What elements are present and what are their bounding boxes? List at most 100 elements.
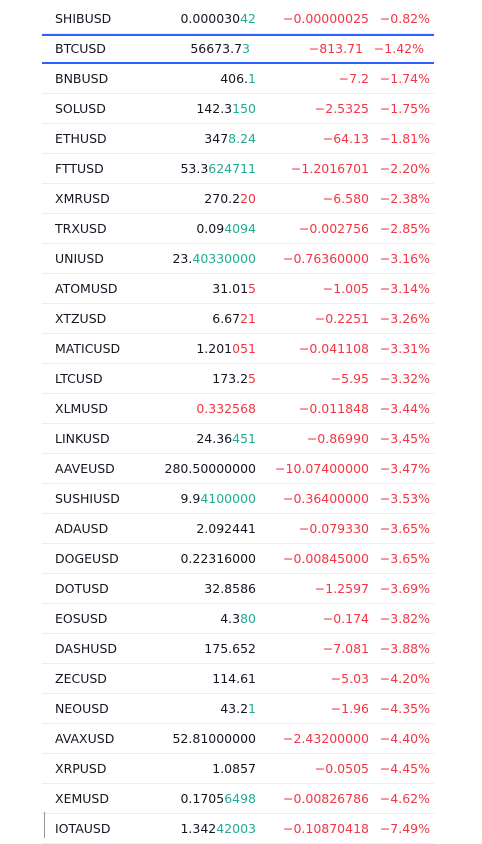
change-percent: −1.74% bbox=[379, 71, 430, 86]
change-percent: −3.14% bbox=[379, 281, 430, 296]
watchlist-row[interactable]: ETHUSD 3478.24 −64.13 −1.81% bbox=[0, 124, 482, 154]
price-part: 20 bbox=[240, 191, 256, 206]
symbol: XMRUSD bbox=[55, 191, 110, 206]
watchlist-row[interactable]: XRPUSD 1.0857 −0.0505 −4.45% bbox=[0, 754, 482, 784]
last-price: 0.332568 bbox=[196, 394, 256, 424]
last-price: 1.201051 bbox=[196, 334, 256, 364]
change-percent: −4.40% bbox=[379, 731, 430, 746]
symbol: NEOUSD bbox=[55, 701, 109, 716]
symbol: LTCUSD bbox=[55, 371, 103, 386]
last-price: 43.21 bbox=[220, 694, 256, 724]
symbol: ADAUSD bbox=[55, 521, 109, 536]
watchlist-row[interactable]: EOSUSD 4.380 −0.174 −3.82% bbox=[0, 604, 482, 634]
watchlist-row[interactable]: TRXUSD 0.094094 −0.002756 −2.85% bbox=[0, 214, 482, 244]
watchlist-row[interactable]: BTCUSD 56673.73 −813.71 −1.42% bbox=[42, 34, 434, 64]
watchlist-row[interactable]: AAVEUSD 280.50000000 −10.07400000 −3.47% bbox=[0, 454, 482, 484]
symbol: BTCUSD bbox=[55, 41, 106, 56]
change: −7.2 bbox=[338, 71, 369, 86]
price-part: 3 bbox=[242, 41, 250, 56]
watchlist-row[interactable]: UNIUSD 23.40330000 −0.76360000 −3.16% bbox=[0, 244, 482, 274]
watchlist-row[interactable]: AVAXUSD 52.81000000 −2.43200000 −4.40% bbox=[0, 724, 482, 754]
symbol: IOTAUSD bbox=[55, 821, 111, 836]
change: −2.5325 bbox=[314, 101, 369, 116]
watchlist-row[interactable]: LINKUSD 24.36451 −0.86990 −3.45% bbox=[0, 424, 482, 454]
symbol: ATOMUSD bbox=[55, 281, 118, 296]
change: −0.2251 bbox=[314, 311, 369, 326]
price-part: 1 bbox=[248, 71, 256, 86]
symbol: ETHUSD bbox=[55, 131, 107, 146]
change-percent: −3.69% bbox=[379, 581, 430, 596]
price-part: 406. bbox=[220, 71, 249, 86]
watchlist-row[interactable]: XMRUSD 270.220 −6.580 −2.38% bbox=[0, 184, 482, 214]
symbol: XRPUSD bbox=[55, 761, 107, 776]
change: −2.43200000 bbox=[282, 731, 369, 746]
last-price: 270.220 bbox=[204, 184, 256, 214]
change: −7.081 bbox=[322, 641, 369, 656]
symbol: SOLUSD bbox=[55, 101, 106, 116]
change-percent: −0.82% bbox=[379, 11, 430, 26]
watchlist-row[interactable]: NEOUSD 43.21 −1.96 −4.35% bbox=[0, 694, 482, 724]
price-part: 150 bbox=[232, 101, 256, 116]
change-percent: −1.75% bbox=[379, 101, 430, 116]
watchlist-row[interactable]: BNBUSD 406.1 −7.2 −1.74% bbox=[0, 64, 482, 94]
last-price: 32.8586 bbox=[204, 574, 256, 604]
watchlist-row[interactable]: SUSHIUSD 9.94100000 −0.36400000 −3.53% bbox=[0, 484, 482, 514]
change: −0.002756 bbox=[298, 221, 369, 236]
symbol: UNIUSD bbox=[55, 251, 104, 266]
change-percent: −1.42% bbox=[373, 41, 424, 56]
price-part: 624711 bbox=[208, 161, 256, 176]
last-price: 1.34242003 bbox=[180, 814, 256, 844]
symbol: LINKUSD bbox=[55, 431, 110, 446]
price-part: 1 bbox=[248, 701, 256, 716]
last-price: 406.1 bbox=[220, 64, 256, 94]
price-part: 5 bbox=[248, 281, 256, 296]
symbol: BNBUSD bbox=[55, 71, 109, 86]
change: −5.95 bbox=[330, 371, 369, 386]
price-part: 23. bbox=[172, 251, 193, 266]
last-price: 173.25 bbox=[212, 364, 256, 394]
price-part: 24.36 bbox=[196, 431, 233, 446]
last-price: 4.380 bbox=[220, 604, 256, 634]
last-price: 53.3624711 bbox=[180, 154, 256, 184]
price-part: 4100000 bbox=[200, 491, 256, 506]
change: −1.2597 bbox=[314, 581, 369, 596]
watchlist-row[interactable]: ATOMUSD 31.015 −1.005 −3.14% bbox=[0, 274, 482, 304]
change-percent: −4.45% bbox=[379, 761, 430, 776]
change: −1.2016701 bbox=[290, 161, 369, 176]
watchlist-row[interactable]: SOLUSD 142.3150 −2.5325 −1.75% bbox=[0, 94, 482, 124]
last-price: 0.17056498 bbox=[180, 784, 256, 814]
watchlist-row[interactable]: XTZUSD 6.6721 −0.2251 −3.26% bbox=[0, 304, 482, 334]
watchlist-row[interactable]: FTTUSD 53.3624711 −1.2016701 −2.20% bbox=[0, 154, 482, 184]
watchlist-row[interactable]: LTCUSD 173.25 −5.95 −3.32% bbox=[0, 364, 482, 394]
last-price: 56673.73 bbox=[190, 36, 250, 62]
watchlist-row[interactable]: DOGEUSD 0.22316000 −0.00845000 −3.65% bbox=[0, 544, 482, 574]
watchlist-row[interactable]: ADAUSD 2.092441 −0.079330 −3.65% bbox=[0, 514, 482, 544]
price-part: 9.9 bbox=[180, 491, 201, 506]
price-part: 051 bbox=[232, 341, 256, 356]
change-percent: −3.88% bbox=[379, 641, 430, 656]
watchlist-row[interactable]: SHIBUSD 0.00003042 −0.00000025 −0.82% bbox=[0, 4, 482, 34]
change-percent: −3.32% bbox=[379, 371, 430, 386]
watchlist-row[interactable]: MATICUSD 1.201051 −0.041108 −3.31% bbox=[0, 334, 482, 364]
price-part: 0.332568 bbox=[196, 401, 256, 416]
price-part: 56673.7 bbox=[190, 41, 243, 56]
symbol: DOGEUSD bbox=[55, 551, 119, 566]
change: −0.0505 bbox=[314, 761, 369, 776]
watchlist-row[interactable]: XEMUSD 0.17056498 −0.00826786 −4.62% bbox=[0, 784, 482, 814]
last-price: 6.6721 bbox=[212, 304, 256, 334]
change: −1.96 bbox=[330, 701, 369, 716]
text-cursor bbox=[44, 812, 45, 838]
watchlist-row[interactable]: XLMUSD 0.332568 −0.011848 −3.44% bbox=[0, 394, 482, 424]
symbol: FTTUSD bbox=[55, 161, 104, 176]
price-part: 8.24 bbox=[228, 131, 256, 146]
watchlist-row[interactable]: ZECUSD 114.61 −5.03 −4.20% bbox=[0, 664, 482, 694]
watchlist-row[interactable]: DOTUSD 32.8586 −1.2597 −3.69% bbox=[0, 574, 482, 604]
price-part: 451 bbox=[232, 431, 256, 446]
price-part: 0.1705 bbox=[180, 791, 225, 806]
last-price: 3478.24 bbox=[204, 124, 256, 154]
watchlist-row[interactable]: DASHUSD 175.652 −7.081 −3.88% bbox=[0, 634, 482, 664]
watchlist-row[interactable]: IOTAUSD 1.34242003 −0.10870418 −7.49% bbox=[0, 814, 482, 844]
last-price: 24.36451 bbox=[196, 424, 256, 454]
change: −6.580 bbox=[322, 191, 369, 206]
